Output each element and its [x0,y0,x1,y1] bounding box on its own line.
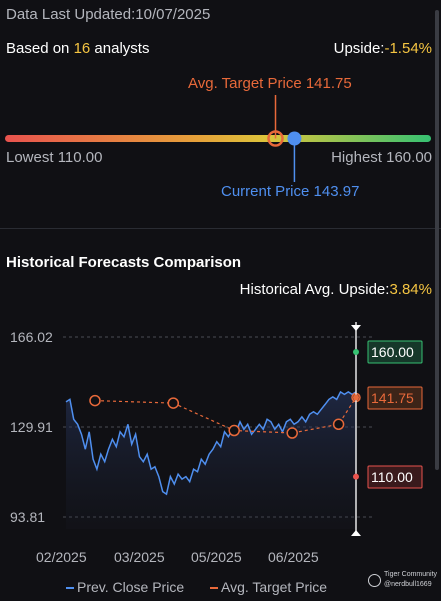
close-price-area [66,391,356,529]
target-price-line [94,397,357,434]
legend-item-close: Prev. Close Price [66,579,184,595]
x-tick-label: 05/2025 [191,549,242,565]
current-price-label: Current Price 143.97 [221,183,360,200]
upside-label: Upside: [333,40,385,57]
current-marker [287,131,302,146]
chart-legend: Prev. Close Price Avg. Target Price [66,579,349,595]
marker-box [367,340,423,364]
analysts-count: 16 [73,40,91,57]
section-title: Historical Forecasts Comparison [6,254,242,271]
marker-label: 110.00 [371,469,413,485]
watermark-line2: @nerdbull1669 [384,581,432,588]
legend-close-swatch [66,587,74,590]
legend-close-label: Prev. Close Price [77,579,185,595]
watermark-line1: Tiger Community [384,571,438,578]
historical-upside-value: 3.84% [389,281,432,298]
target-marker [267,130,284,147]
highest-price-label: Highest 160.00 [331,149,432,166]
avg-target-price-label: Avg. Target Price 141.75 [188,75,352,92]
target-point [167,397,180,409]
analyst-count-text: Based on 16 analysts [6,40,149,57]
target-point [286,427,298,439]
historical-upside-label: Historical Avg. Upside: [239,281,390,298]
y-tick-label: 93.81 [10,509,45,525]
data-updated-text: Data Last Updated:10/07/2025 [6,6,210,23]
marker-dot [353,473,359,480]
marker-box [367,386,423,410]
upside-value: -1.54% [384,40,432,57]
target-point [228,424,240,437]
legend-target-label: Avg. Target Price [221,579,328,595]
legend-item-target: Avg. Target Price [210,579,327,595]
range-bottom-arrow-icon [351,530,361,536]
marker-label: 141.75 [371,390,414,406]
x-tick-label: 03/2025 [114,549,165,565]
analysts-prefix: Based on [6,40,74,57]
x-tick-label: 06/2025 [268,549,319,565]
lowest-price-label: Lowest 110.00 [6,149,103,166]
marker-dot [353,394,359,401]
marker-box [367,465,423,489]
y-tick-label: 129.91 [10,419,53,435]
y-tick-label: 166.02 [10,329,53,345]
watermark: Tiger Community @nerdbull1669 [368,570,437,590]
tiger-logo-icon [368,573,381,587]
legend-target-swatch [210,587,218,590]
analysts-suffix: analysts [90,40,150,57]
section-divider [0,228,441,229]
close-price-line [65,390,357,496]
target-point [332,418,345,431]
target-point [89,394,101,407]
marker-label: 160.00 [371,344,414,360]
scrollbar[interactable] [435,10,439,470]
range-top-arrow-icon [351,325,361,331]
price-range-gauge [5,95,431,182]
historical-forecast-chart: 166.02 129.91 93.81 160.00 141.75 110.00 02/… [10,322,423,565]
updated-date: 10/07/2025 [135,6,211,23]
gauge-bar [5,135,431,142]
x-tick-label: 02/2025 [36,549,87,565]
marker-dot [353,349,359,356]
historical-upside-text: Historical Avg. Upside:3.84% [240,281,432,298]
updated-label: Data Last Updated: [6,6,136,23]
upside-text: Upside:-1.54% [334,40,432,57]
